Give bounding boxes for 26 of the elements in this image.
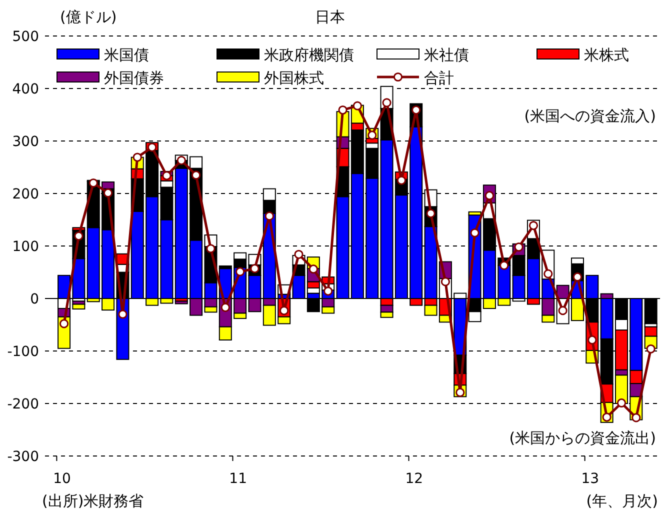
y-tick-label: -100 bbox=[7, 344, 39, 360]
y-tick-label: 0 bbox=[30, 292, 39, 308]
x-tick-label: 10 bbox=[53, 471, 71, 487]
y-tick-label: 400 bbox=[12, 82, 39, 98]
x-tick-label: 12 bbox=[405, 471, 424, 487]
legend-label: 米政府機関債 bbox=[264, 46, 354, 64]
legend-label: 米社債 bbox=[424, 46, 469, 64]
legend-label: 合計 bbox=[424, 69, 454, 87]
annotation: (米国への資金流入) bbox=[524, 107, 656, 125]
y-tick-label: 100 bbox=[12, 239, 39, 255]
legend-label: 米国債 bbox=[104, 46, 149, 64]
chart-title: 日本 bbox=[315, 8, 345, 26]
y-axis-title: (億ドル) bbox=[60, 8, 117, 26]
x-axis-title: (年、月次) bbox=[586, 492, 658, 510]
y-tick-label: 200 bbox=[12, 186, 39, 202]
legend-label: 外国株式 bbox=[264, 69, 324, 87]
legend-label: 米株式 bbox=[584, 46, 629, 64]
y-tick-label: 300 bbox=[12, 134, 39, 150]
x-tick-label: 11 bbox=[229, 471, 247, 487]
legend-label: 外国債券 bbox=[104, 69, 164, 87]
y-tick-label: -300 bbox=[7, 449, 39, 465]
x-tick-label: 13 bbox=[581, 471, 600, 487]
annotation: (米国からの資金流出) bbox=[509, 429, 656, 447]
text: (出所)米財務省 bbox=[42, 492, 144, 510]
y-tick-label: -200 bbox=[7, 396, 39, 412]
y-tick-label: 500 bbox=[12, 29, 39, 45]
